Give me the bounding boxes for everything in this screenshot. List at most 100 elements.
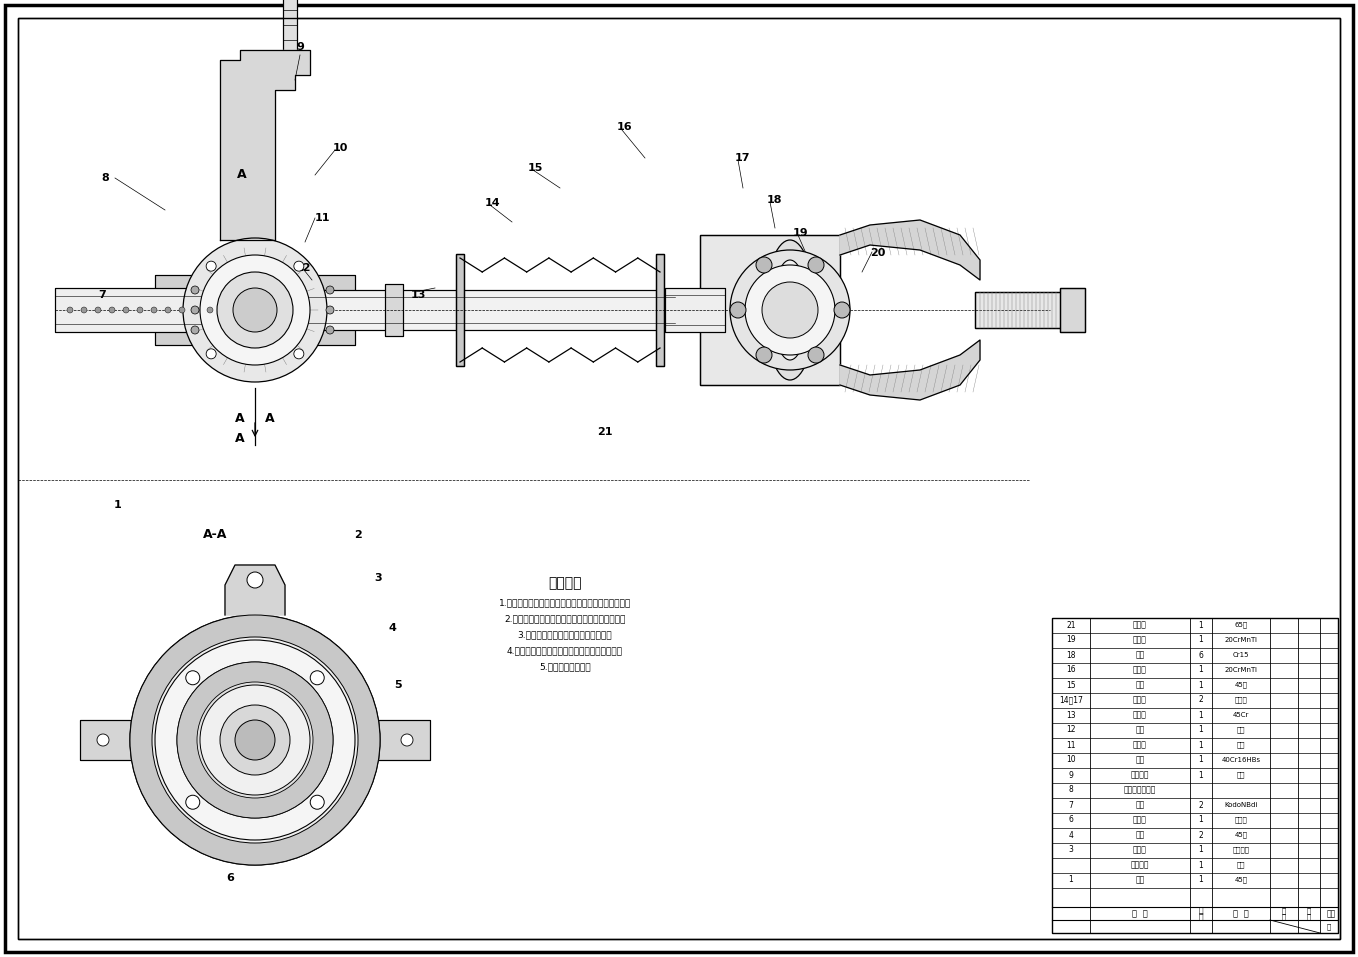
Text: 技术要求: 技术要求 <box>549 576 581 590</box>
Text: 4: 4 <box>388 623 397 633</box>
Text: 1: 1 <box>1199 710 1203 720</box>
Text: 轴承: 轴承 <box>1135 800 1145 810</box>
Circle shape <box>124 307 129 313</box>
Bar <box>1061 288 1085 332</box>
Circle shape <box>326 306 334 314</box>
Text: 15: 15 <box>1066 680 1076 689</box>
Bar <box>665 288 725 332</box>
Bar <box>1052 618 1338 933</box>
Circle shape <box>834 302 850 318</box>
Circle shape <box>186 671 200 685</box>
Text: 1: 1 <box>1199 635 1203 644</box>
Circle shape <box>401 734 413 746</box>
Circle shape <box>217 272 293 348</box>
Circle shape <box>200 255 310 365</box>
Text: 14: 14 <box>485 198 500 208</box>
Text: 65钢: 65钢 <box>1234 622 1248 629</box>
Circle shape <box>183 238 327 382</box>
Circle shape <box>326 326 334 334</box>
Bar <box>665 288 725 332</box>
Text: 重: 重 <box>1306 914 1310 921</box>
Circle shape <box>206 261 216 271</box>
Text: 钢球: 钢球 <box>1135 651 1145 659</box>
Circle shape <box>191 326 200 334</box>
Text: 骨骨轴: 骨骨轴 <box>1133 710 1148 720</box>
Text: 1: 1 <box>1199 725 1203 735</box>
Text: 1: 1 <box>1199 815 1203 825</box>
Circle shape <box>293 349 304 359</box>
Bar <box>656 254 664 366</box>
Circle shape <box>206 349 216 359</box>
Circle shape <box>95 307 100 313</box>
Circle shape <box>310 795 325 810</box>
Text: 钢铁: 钢铁 <box>1237 771 1245 778</box>
Text: 卡环: 卡环 <box>1135 755 1145 765</box>
Circle shape <box>808 347 824 363</box>
Text: 2: 2 <box>1199 696 1203 704</box>
Text: 1: 1 <box>1069 876 1073 884</box>
Text: 3: 3 <box>375 573 382 583</box>
Circle shape <box>756 257 771 273</box>
Bar <box>282 0 297 65</box>
Text: 5.万向节允许的放大: 5.万向节允许的放大 <box>539 662 591 672</box>
Text: 45Cr: 45Cr <box>1233 712 1249 718</box>
Polygon shape <box>841 340 980 400</box>
Text: 重: 重 <box>1282 914 1286 921</box>
Circle shape <box>310 671 325 685</box>
Text: 文撑盘: 文撑盘 <box>1133 741 1148 749</box>
Text: 21: 21 <box>598 427 612 437</box>
Text: 19: 19 <box>1066 635 1076 644</box>
Bar <box>656 254 664 366</box>
Text: 总: 总 <box>1306 907 1310 914</box>
Bar <box>56 288 215 332</box>
Text: 7: 7 <box>1069 800 1073 810</box>
Circle shape <box>191 286 200 294</box>
Text: 6: 6 <box>1069 815 1073 825</box>
Text: Cr15: Cr15 <box>1233 652 1249 658</box>
Circle shape <box>206 307 213 313</box>
Bar <box>300 275 354 345</box>
Text: 16: 16 <box>617 122 633 132</box>
Text: 11: 11 <box>1066 741 1076 749</box>
Circle shape <box>756 347 771 363</box>
Circle shape <box>200 685 310 795</box>
Text: A: A <box>265 412 274 425</box>
Text: 14、17: 14、17 <box>1059 696 1082 704</box>
Text: 1: 1 <box>1199 860 1203 870</box>
Text: 21: 21 <box>1066 620 1076 630</box>
Text: 辅管: 辅管 <box>1135 831 1145 839</box>
Circle shape <box>177 662 333 818</box>
Polygon shape <box>841 220 980 280</box>
Circle shape <box>746 265 835 355</box>
Bar <box>215 290 675 330</box>
Bar <box>80 720 134 760</box>
Bar <box>699 235 841 385</box>
Text: 6: 6 <box>1199 651 1203 659</box>
Circle shape <box>186 795 200 810</box>
Text: 12: 12 <box>295 263 311 273</box>
Text: 1.各零配件量度、钢铁等件清洗时要做一定的润滑度。: 1.各零配件量度、钢铁等件清洗时要做一定的润滑度。 <box>498 598 631 608</box>
Text: 1: 1 <box>1199 741 1203 749</box>
Text: 7: 7 <box>98 290 106 300</box>
Text: 2: 2 <box>354 530 361 540</box>
Text: 件: 件 <box>1282 907 1286 914</box>
Bar <box>282 0 297 65</box>
Text: 橡胶钢铁: 橡胶钢铁 <box>1233 847 1249 854</box>
Text: A-A: A-A <box>202 528 227 542</box>
Bar <box>386 284 403 336</box>
Text: 13: 13 <box>1066 710 1076 720</box>
Bar <box>456 254 464 366</box>
Text: 保持架: 保持架 <box>1133 665 1148 675</box>
Text: 钢铁: 钢铁 <box>1237 742 1245 748</box>
Circle shape <box>151 307 158 313</box>
Text: 8: 8 <box>1069 786 1073 794</box>
Bar <box>375 720 430 760</box>
Bar <box>155 275 210 345</box>
Text: 3.万向节拧好复位装置调速器不稳定。: 3.万向节拧好复位装置调速器不稳定。 <box>517 631 612 639</box>
Text: 外星: 外星 <box>1135 680 1145 689</box>
Circle shape <box>96 734 109 746</box>
Text: 2.密封圈处是不是有泄漏：密封后拧紧密封垫来。: 2.密封圈处是不是有泄漏：密封后拧紧密封垫来。 <box>504 614 626 624</box>
Text: 1: 1 <box>1199 876 1203 884</box>
Text: 18: 18 <box>1066 651 1076 659</box>
Text: A: A <box>235 432 244 444</box>
